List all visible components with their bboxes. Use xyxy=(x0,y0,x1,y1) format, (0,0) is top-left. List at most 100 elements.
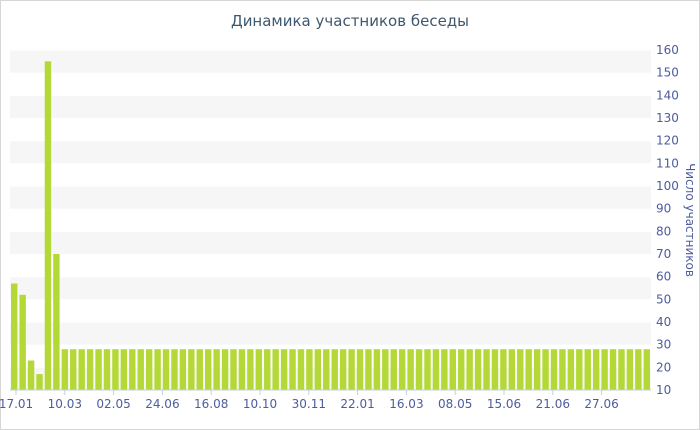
x-tick-label: 30.11 xyxy=(292,397,326,411)
bar xyxy=(441,349,448,390)
x-tick-label: 16.03 xyxy=(389,397,423,411)
x-tick-label: 10.03 xyxy=(48,397,82,411)
bar xyxy=(280,349,288,390)
bar xyxy=(584,349,591,390)
bar xyxy=(449,349,457,390)
bar xyxy=(27,360,35,390)
bar xyxy=(500,349,507,390)
bar xyxy=(491,349,499,390)
bar xyxy=(424,349,431,390)
bar xyxy=(11,283,18,390)
bar xyxy=(221,349,229,390)
y-tick-label: 20 xyxy=(656,360,671,374)
bar xyxy=(306,349,313,390)
bar xyxy=(373,349,381,390)
y-tick-label: 120 xyxy=(656,134,679,148)
bar xyxy=(542,349,549,390)
y-tick-label: 80 xyxy=(656,224,671,238)
grid-bands xyxy=(10,50,651,390)
y-tick-label: 30 xyxy=(656,338,671,352)
bar xyxy=(171,349,178,390)
bar xyxy=(398,349,406,390)
bar xyxy=(247,349,254,390)
bar xyxy=(508,349,516,390)
bar xyxy=(609,349,617,390)
bar xyxy=(407,349,414,390)
x-tick-label: 08.05 xyxy=(438,397,472,411)
grid-band xyxy=(10,367,651,390)
bar xyxy=(474,349,482,390)
bar xyxy=(533,349,541,390)
bar xyxy=(382,349,389,390)
grid-band xyxy=(10,322,651,345)
grid-band xyxy=(10,277,651,300)
y-tick-label: 140 xyxy=(656,88,679,102)
y-tick-label: 70 xyxy=(656,247,671,261)
y-tick-label: 60 xyxy=(656,270,671,284)
bar xyxy=(19,294,26,390)
bar xyxy=(314,349,322,390)
bar xyxy=(483,349,490,390)
bar xyxy=(643,349,650,390)
bar xyxy=(365,349,372,390)
bar xyxy=(264,349,271,390)
bar xyxy=(137,349,144,390)
bar xyxy=(415,349,423,390)
bar xyxy=(592,349,600,390)
bar xyxy=(297,349,305,390)
bar xyxy=(567,349,575,390)
y-tick-label: 100 xyxy=(656,179,679,193)
bar xyxy=(162,349,170,390)
bar xyxy=(86,349,94,390)
x-tick-label: 27.06 xyxy=(584,397,618,411)
bar xyxy=(466,349,473,390)
y-axis-label: Число участников xyxy=(683,163,697,277)
bar xyxy=(196,349,203,390)
x-tick-label: 22.01 xyxy=(340,397,374,411)
y-tick-label: 130 xyxy=(656,111,679,125)
x-tick-label: 10.10 xyxy=(243,397,277,411)
bar xyxy=(525,349,532,390)
grid-band xyxy=(10,141,651,164)
bar xyxy=(44,61,52,390)
bar xyxy=(179,349,187,390)
bar xyxy=(339,349,347,390)
bar xyxy=(348,349,355,390)
bar xyxy=(356,349,364,390)
bar xyxy=(36,374,43,390)
bar xyxy=(550,349,558,390)
bar xyxy=(255,349,263,390)
bar xyxy=(112,349,119,390)
bar xyxy=(626,349,634,390)
bar xyxy=(95,349,102,390)
x-tick-label: 16.08 xyxy=(194,397,228,411)
bar xyxy=(323,349,330,390)
bar xyxy=(458,349,465,390)
bar xyxy=(331,349,338,390)
bar xyxy=(517,349,524,390)
bar xyxy=(129,349,136,390)
bar xyxy=(188,349,195,390)
y-tick-label: 40 xyxy=(656,315,671,329)
bar xyxy=(145,349,153,390)
bar xyxy=(61,349,69,390)
x-tick-label: 15.06 xyxy=(487,397,521,411)
bar xyxy=(601,349,608,390)
chart-title: Динамика участников беседы xyxy=(230,12,470,30)
y-tick-label: 50 xyxy=(656,292,671,306)
bar xyxy=(390,349,397,390)
y-tick-label: 90 xyxy=(656,202,671,216)
grid-band xyxy=(10,95,651,118)
x-tick-label: 24.06 xyxy=(145,397,179,411)
bar xyxy=(204,349,212,390)
bar xyxy=(230,349,237,390)
x-tick-label: 02.05 xyxy=(96,397,130,411)
x-tick-label: 21.06 xyxy=(536,397,570,411)
bar xyxy=(635,349,642,390)
y-tick-label: 160 xyxy=(656,43,679,57)
y-tick-label: 10 xyxy=(656,383,671,397)
bar xyxy=(53,254,60,390)
grid-band xyxy=(10,186,651,209)
bar xyxy=(103,349,111,390)
